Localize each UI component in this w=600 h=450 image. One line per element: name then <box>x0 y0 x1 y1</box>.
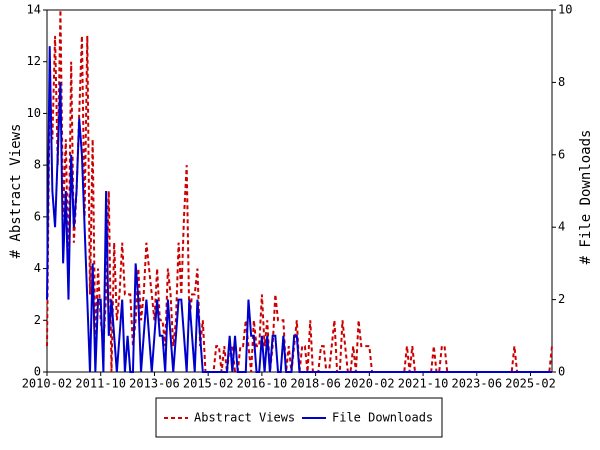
x-tick-label: 2025-02 <box>505 377 556 391</box>
y-tick-label: 2 <box>34 313 41 327</box>
y2-tick-label: 4 <box>558 220 565 234</box>
x-tick-label: 2011-10 <box>75 377 126 391</box>
legend-label: Abstract Views <box>194 411 295 425</box>
x-tick-label: 2013-06 <box>129 377 180 391</box>
y-tick-label: 0 <box>34 365 41 379</box>
series-line <box>46 46 552 373</box>
legend-label: File Downloads <box>332 411 433 425</box>
y2-axis-title: # File Downloads <box>578 130 594 265</box>
x-tick-label: 2020-02 <box>344 377 395 391</box>
y2-tick-label: 0 <box>558 365 565 379</box>
legend-box <box>155 397 443 438</box>
y-axis-title: # Abstract Views <box>8 124 24 259</box>
x-tick-label: 2018-06 <box>290 377 341 391</box>
x-tick-label: 2016-10 <box>237 377 288 391</box>
y-tick-label: 10 <box>27 106 41 120</box>
y-tick-label: 12 <box>27 54 41 68</box>
y2-tick-label: 6 <box>558 147 565 161</box>
y-tick-label: 6 <box>34 209 41 223</box>
y-tick-label: 14 <box>27 3 41 17</box>
x-tick-label: 2021-10 <box>398 377 449 391</box>
y-tick-label: 8 <box>34 158 41 172</box>
y2-tick-label: 2 <box>558 292 565 306</box>
y2-tick-label: 8 <box>558 75 565 89</box>
x-tick-label: 2023-06 <box>451 377 502 391</box>
y-tick-label: 4 <box>34 261 41 275</box>
x-tick-label: 2015-02 <box>183 377 234 391</box>
x-tick-label: 2010-02 <box>22 377 73 391</box>
y2-tick-label: 10 <box>558 3 572 17</box>
